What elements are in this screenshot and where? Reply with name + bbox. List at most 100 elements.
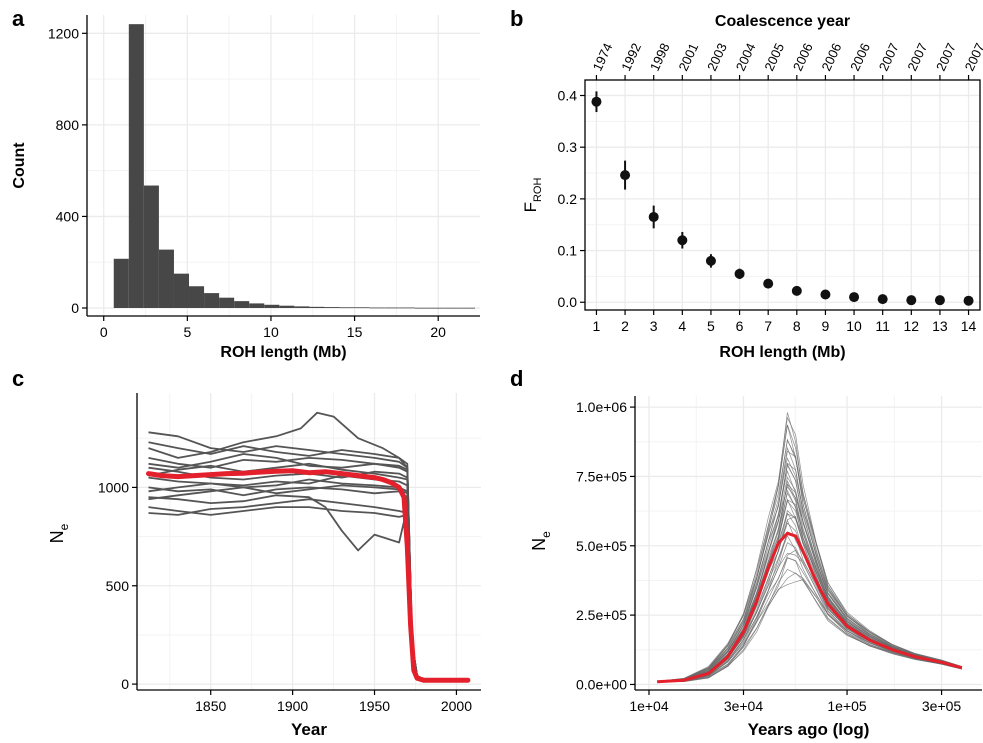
top-axis-title: Coalescence year (715, 13, 850, 30)
x-tick-label: 13 (932, 318, 948, 334)
x-axis-label: Years ago (log) (748, 720, 870, 739)
histogram-bar (339, 307, 355, 309)
histogram-bar (219, 297, 235, 308)
replicate-trace (657, 568, 962, 683)
x-tick-label: 3e+05 (922, 698, 962, 714)
histogram-bar (399, 307, 415, 309)
y-tick-label: 800 (56, 117, 80, 133)
histogram-bar (354, 307, 370, 309)
y-axis-label: FROH (521, 178, 544, 213)
y-tick-label: 7.5e+05 (576, 468, 627, 484)
mean-trace (657, 531, 963, 684)
x-tick-label: 11 (875, 318, 890, 334)
histogram-bar (173, 273, 190, 308)
x-tick-label: 8 (793, 318, 801, 334)
x-axis-label: ROH length (Mb) (220, 344, 346, 361)
axes: 1 2 3 4 5 6 7 8 9 10 11 12 13 140.00.10.20.30.4 (558, 79, 981, 334)
x-tick-label: 5 (707, 318, 715, 334)
x-axis-label: ROH length (Mb) (719, 344, 845, 361)
gridlines (585, 80, 980, 310)
replicate-trace (148, 486, 425, 681)
top-tick-label: 2007 (962, 41, 983, 74)
replicate-traces (148, 411, 425, 681)
x-tick-label: 3e+04 (724, 698, 764, 714)
axes: 0 5 10 15 20 0 400 800 1200 (48, 15, 480, 340)
x-tick-label: 20 (430, 324, 446, 340)
x-tick-label: 1 (593, 318, 601, 334)
replicate-trace (148, 474, 425, 681)
top-tick-label: 1998 (647, 41, 673, 74)
replicate-trace (657, 476, 962, 682)
histogram-bar (279, 305, 295, 308)
y-tick-label: 0.2 (558, 191, 578, 207)
top-tick-label: 2006 (819, 41, 845, 74)
histogram-bar (444, 307, 460, 309)
x-tick-label: 2 (621, 318, 629, 334)
y-tick-label: 0.0e+00 (576, 676, 627, 692)
y-axis-label: Ne (47, 523, 71, 543)
points (591, 91, 974, 306)
replicate-trace (657, 416, 963, 682)
replicate-trace (657, 457, 962, 682)
data-point (734, 268, 745, 279)
top-tick-label: 2006 (847, 41, 873, 74)
panel-label-d: d (510, 366, 523, 391)
top-tick-label: 1992 (618, 41, 644, 74)
y-axis-label-subscript: e (539, 531, 553, 538)
histogram-bar (128, 24, 144, 308)
replicate-trace (148, 466, 425, 681)
y-tick-label: 0 (71, 300, 79, 316)
top-axis: 1974 1992 1998 2001 2003 2004 2005 2006 2006 2006… (590, 41, 983, 80)
x-tick-label: 12 (904, 318, 920, 334)
replicate-trace (657, 549, 962, 683)
x-tick-label: 2000 (441, 698, 472, 714)
replicate-trace (657, 439, 963, 682)
data-point (648, 211, 659, 222)
y-tick-label: 2.5e+05 (576, 607, 627, 623)
y-axis-label: Ne (529, 531, 553, 551)
y-tick-label: 500 (106, 578, 130, 594)
gridlines (137, 393, 481, 690)
top-tick-label: 2006 (790, 41, 816, 74)
y-tick-label: 1200 (48, 25, 79, 41)
x-tick-label: 1900 (277, 698, 308, 714)
data-point (705, 255, 716, 266)
data-point (877, 294, 888, 305)
panel-d-ne-ancient: 1e+04 3e+04 1e+05 3e+05 0.0e+00 2.5e+05 5.0e+0… (529, 396, 982, 739)
histogram-bar (429, 307, 445, 309)
top-tick-label: 1974 (590, 41, 616, 74)
x-axis-label: Year (291, 720, 327, 739)
y-tick-label: 400 (56, 208, 80, 224)
y-axis-label-main: N (47, 530, 67, 543)
histogram-bar (309, 306, 325, 308)
y-tick-label: 1.0e+06 (576, 399, 627, 415)
y-axis-label-subscript: e (57, 523, 71, 530)
histogram-bar (264, 304, 280, 308)
histogram-bar (189, 286, 205, 308)
x-tick-label: 15 (347, 324, 363, 340)
plot-border (584, 79, 981, 311)
top-tick-label: 2007 (933, 41, 959, 74)
replicate-trace (657, 486, 962, 682)
histogram-bar (143, 185, 159, 308)
x-tick-label: 6 (736, 318, 744, 334)
y-tick-label: 0 (121, 676, 129, 692)
replicate-trace (148, 506, 425, 681)
x-tick-label: 10 (263, 324, 279, 340)
replicate-trace (657, 572, 962, 683)
x-tick-label: 0 (100, 324, 108, 340)
histogram-bar (158, 249, 174, 308)
replicate-trace (657, 412, 963, 682)
data-point (620, 170, 631, 181)
replicate-trace (657, 542, 962, 683)
x-tick-label: 14 (961, 318, 977, 334)
panel-label-a: a (12, 6, 25, 31)
bars (113, 24, 475, 309)
data-point (591, 96, 602, 107)
top-tick-label: 2001 (675, 41, 701, 74)
data-point (791, 285, 802, 296)
x-tick-label: 9 (822, 318, 830, 334)
y-axis-label-main: N (529, 538, 549, 551)
